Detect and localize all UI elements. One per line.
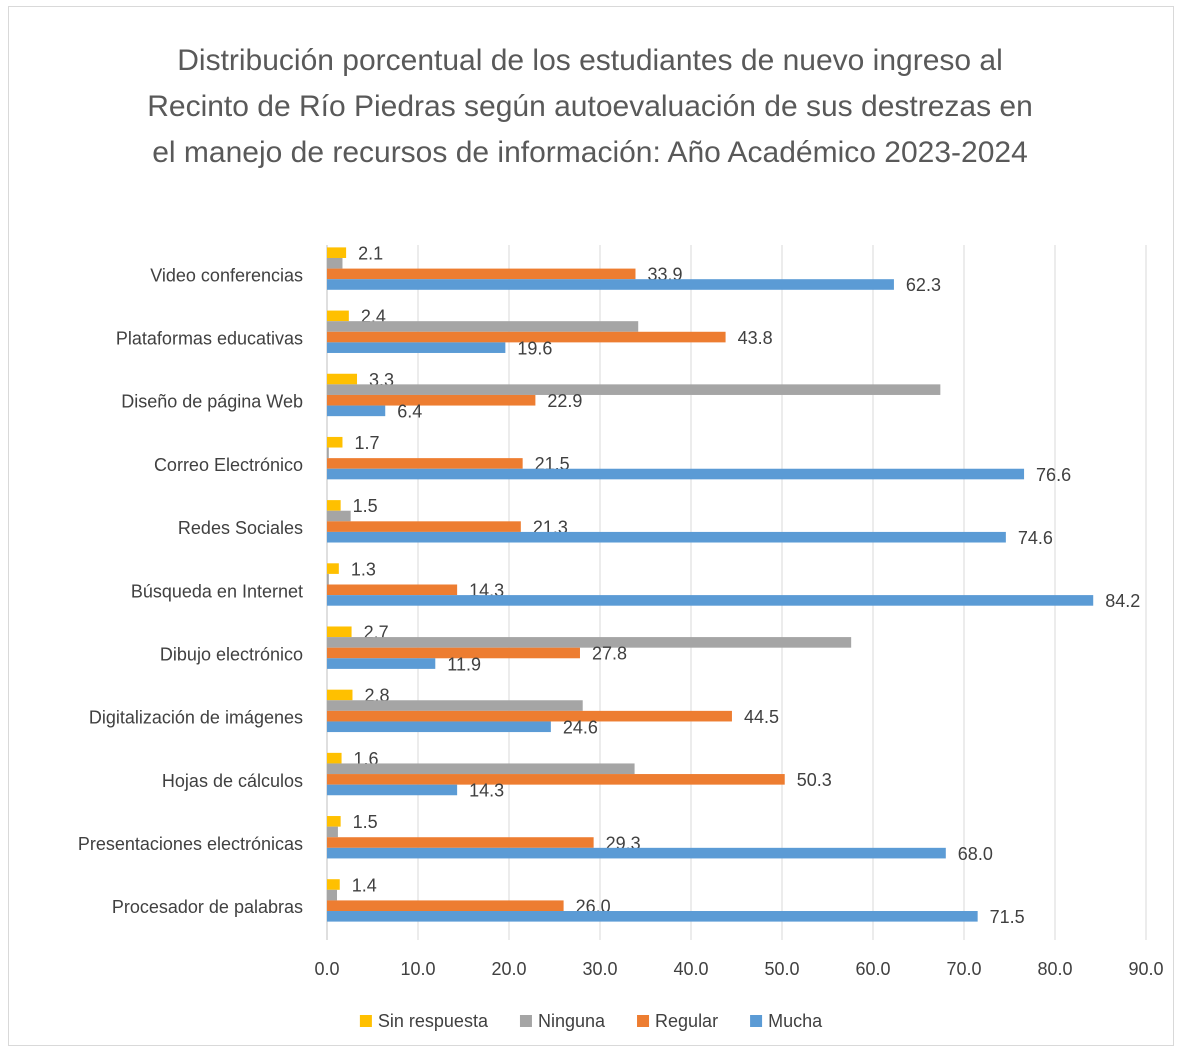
bar xyxy=(327,342,506,353)
legend-label: Ninguna xyxy=(538,1011,606,1031)
data-label: 68.0 xyxy=(958,844,993,864)
bar xyxy=(327,500,341,511)
data-label: 71.5 xyxy=(990,907,1025,927)
legend-swatch xyxy=(519,1015,532,1027)
data-label: 19.6 xyxy=(517,338,552,358)
data-label: 1.3 xyxy=(351,559,376,579)
data-label: 27.8 xyxy=(592,644,627,664)
bar xyxy=(327,763,635,775)
y-tick-label: Digitalización de imágenes xyxy=(89,708,303,728)
x-tick-label: 30.0 xyxy=(582,959,617,979)
data-label: 44.5 xyxy=(744,707,779,727)
bar xyxy=(327,279,894,290)
y-tick-label: Correo Electrónico xyxy=(154,455,303,475)
bar xyxy=(327,837,594,848)
bar xyxy=(327,658,436,669)
y-tick-label: Búsqueda en Internet xyxy=(131,581,303,601)
bar xyxy=(327,321,639,332)
data-label: 24.6 xyxy=(563,718,598,738)
bar xyxy=(327,247,347,258)
data-label: 1.5 xyxy=(353,496,378,516)
bar xyxy=(327,405,386,417)
bar xyxy=(327,752,342,764)
data-label: 74.6 xyxy=(1018,528,1053,548)
y-tick-label: Presentaciones electrónicas xyxy=(78,834,303,854)
bar xyxy=(327,700,583,711)
y-tick-label: Hojas de cálculos xyxy=(162,771,303,791)
bar xyxy=(327,510,351,522)
bar xyxy=(327,816,341,827)
y-tick-label: Dibujo electrónico xyxy=(160,644,303,664)
data-label: 6.4 xyxy=(397,402,422,422)
legend-label: Mucha xyxy=(768,1011,823,1031)
data-label: 22.9 xyxy=(547,391,582,411)
x-tick-label: 40.0 xyxy=(673,959,708,979)
bar xyxy=(327,889,338,901)
data-label: 43.8 xyxy=(738,328,773,348)
bar xyxy=(327,573,329,585)
y-tick-label: Redes Sociales xyxy=(178,518,303,538)
bar xyxy=(327,637,852,648)
y-tick-label: Diseño de página Web xyxy=(121,392,303,412)
legend-label: Sin respuesta xyxy=(378,1011,489,1031)
y-tick-label: Plataformas educativas xyxy=(116,329,303,349)
bar xyxy=(327,257,343,269)
y-tick-label: Video conferencias xyxy=(150,265,303,285)
x-tick-label: 10.0 xyxy=(400,959,435,979)
bar xyxy=(327,847,946,859)
x-tick-label: 70.0 xyxy=(946,959,981,979)
bar xyxy=(327,447,329,459)
bar xyxy=(327,647,580,659)
bar xyxy=(327,458,523,469)
legend-label: Regular xyxy=(655,1011,718,1031)
bar xyxy=(327,879,340,890)
bar xyxy=(327,900,564,912)
bar xyxy=(327,394,536,406)
data-label: 11.9 xyxy=(447,654,481,674)
bar xyxy=(327,826,338,838)
data-label: 14.3 xyxy=(469,781,504,801)
x-tick-label: 50.0 xyxy=(764,959,799,979)
bar xyxy=(327,384,941,395)
bar xyxy=(327,521,521,532)
bar xyxy=(327,710,732,722)
bar xyxy=(327,531,1006,543)
bar xyxy=(327,436,343,448)
data-label: 62.3 xyxy=(906,275,941,295)
bar xyxy=(327,563,339,574)
x-tick-label: 60.0 xyxy=(855,959,890,979)
bar xyxy=(327,595,1094,606)
bar xyxy=(327,784,458,796)
data-label: 76.6 xyxy=(1036,465,1071,485)
data-label: 50.3 xyxy=(797,770,832,790)
data-label: 2.1 xyxy=(358,243,383,263)
bar xyxy=(327,268,636,280)
bar xyxy=(327,911,978,922)
bar xyxy=(327,626,352,638)
x-tick-label: 90.0 xyxy=(1128,959,1163,979)
x-tick-label: 20.0 xyxy=(491,959,526,979)
legend-swatch xyxy=(637,1015,650,1027)
bar xyxy=(327,310,349,322)
y-tick-label: Procesador de palabras xyxy=(112,897,303,917)
bar xyxy=(327,468,1025,480)
data-label: 1.7 xyxy=(354,433,379,453)
bar xyxy=(327,331,726,343)
data-label: 84.2 xyxy=(1105,591,1140,611)
bar xyxy=(327,373,358,385)
x-tick-label: 0.0 xyxy=(314,959,339,979)
chart-frame xyxy=(8,6,1174,1046)
bar xyxy=(327,774,785,785)
x-tick-label: 80.0 xyxy=(1037,959,1072,979)
chart-title: Distribución porcentual de los estudiant… xyxy=(147,44,1033,169)
legend-swatch xyxy=(359,1015,372,1027)
bar xyxy=(327,584,458,596)
bar xyxy=(327,721,551,733)
legend-swatch xyxy=(750,1015,763,1027)
data-label: 1.4 xyxy=(352,875,377,895)
data-label: 1.5 xyxy=(353,812,378,832)
bar xyxy=(327,689,353,701)
